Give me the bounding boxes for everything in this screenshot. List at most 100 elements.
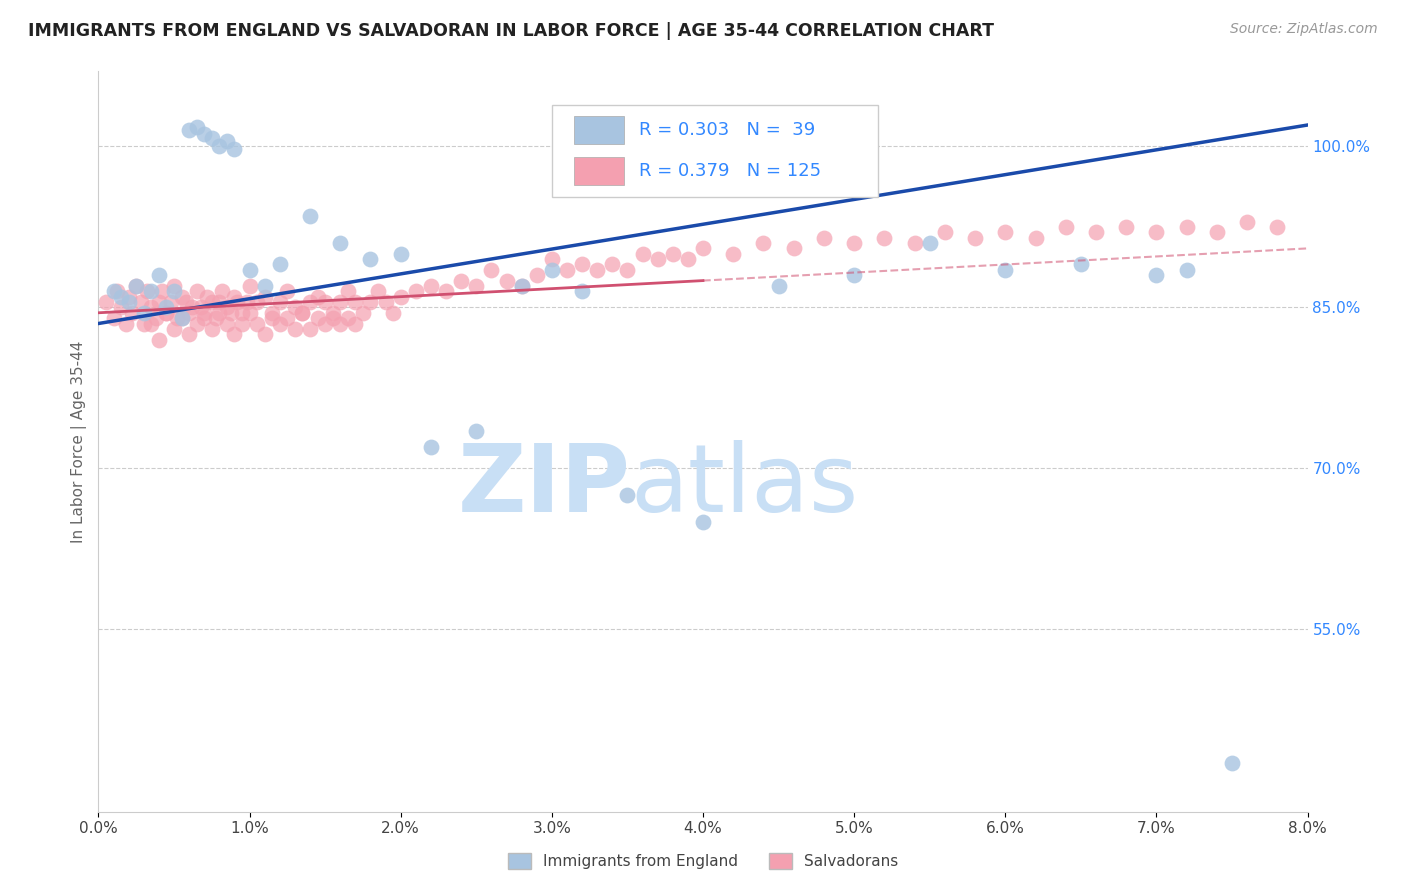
Point <box>110 301 132 315</box>
Text: atlas: atlas <box>630 440 859 532</box>
Point <box>253 327 276 342</box>
Point <box>336 285 359 299</box>
Point <box>163 285 186 299</box>
Point <box>211 285 233 299</box>
Point <box>813 230 835 244</box>
Point <box>155 301 177 315</box>
Point <box>141 285 163 299</box>
Point <box>179 327 201 342</box>
Point <box>148 333 170 347</box>
Point <box>374 295 396 310</box>
Point <box>1267 219 1289 234</box>
Point <box>114 317 136 331</box>
Point <box>170 290 193 304</box>
Point <box>141 301 163 315</box>
Point <box>125 279 148 293</box>
Point <box>150 285 173 299</box>
Point <box>1070 258 1092 272</box>
FancyBboxPatch shape <box>551 104 879 197</box>
Point <box>1206 225 1229 239</box>
Point <box>602 258 624 272</box>
Point <box>246 317 269 331</box>
Point <box>904 235 927 250</box>
Point <box>141 317 163 331</box>
Point <box>647 252 669 267</box>
Point <box>103 311 125 326</box>
Point <box>224 142 246 156</box>
Point <box>389 246 412 260</box>
Point <box>382 306 405 320</box>
Point <box>571 258 593 272</box>
Point <box>918 235 941 250</box>
Point <box>495 274 517 288</box>
Point <box>148 295 170 310</box>
Point <box>1146 268 1168 283</box>
Point <box>94 295 117 310</box>
Point <box>103 285 125 299</box>
Point <box>367 285 389 299</box>
Point <box>186 120 208 135</box>
Point <box>329 317 352 331</box>
Point <box>344 295 367 310</box>
Bar <box>574 116 624 145</box>
Point <box>181 301 204 315</box>
Point <box>616 488 638 502</box>
Point <box>276 285 298 299</box>
Point <box>201 295 224 310</box>
Point <box>155 306 177 320</box>
Text: ZIP: ZIP <box>457 440 630 532</box>
Point <box>110 290 132 304</box>
Point <box>299 295 322 310</box>
Point <box>253 290 276 304</box>
Point <box>360 252 382 267</box>
Point <box>934 225 956 239</box>
Point <box>661 246 683 260</box>
Point <box>389 290 412 304</box>
Point <box>190 301 212 315</box>
Point <box>616 263 638 277</box>
Point <box>314 295 336 310</box>
Point <box>465 424 488 438</box>
Point <box>235 295 257 310</box>
Legend: Immigrants from England, Salvadorans: Immigrants from England, Salvadorans <box>502 847 904 875</box>
Point <box>269 258 291 272</box>
Point <box>1085 225 1108 239</box>
Point <box>160 295 183 310</box>
Point <box>193 311 215 326</box>
Point <box>510 279 533 293</box>
Point <box>314 317 336 331</box>
Point <box>239 263 262 277</box>
Text: Source: ZipAtlas.com: Source: ZipAtlas.com <box>1230 22 1378 37</box>
Point <box>208 139 231 153</box>
Point <box>215 134 238 148</box>
Point <box>155 306 177 320</box>
Point <box>291 306 314 320</box>
Point <box>179 306 201 320</box>
Point <box>510 279 533 293</box>
Point <box>1175 219 1198 234</box>
Point <box>555 263 578 277</box>
Point <box>231 317 253 331</box>
Point <box>994 225 1017 239</box>
Point <box>262 306 284 320</box>
Point <box>215 317 238 331</box>
Point <box>195 290 218 304</box>
Point <box>132 317 155 331</box>
Point <box>1146 225 1168 239</box>
Point <box>201 131 224 145</box>
Point <box>1220 756 1243 771</box>
Point <box>540 252 562 267</box>
Point <box>253 279 276 293</box>
Y-axis label: In Labor Force | Age 35-44: In Labor Force | Age 35-44 <box>72 341 87 542</box>
Text: IMMIGRANTS FROM ENGLAND VS SALVADORAN IN LABOR FORCE | AGE 35-44 CORRELATION CHA: IMMIGRANTS FROM ENGLAND VS SALVADORAN IN… <box>28 22 994 40</box>
Point <box>118 290 141 304</box>
Point <box>262 311 284 326</box>
Point <box>692 515 714 529</box>
Point <box>336 311 359 326</box>
Point <box>329 295 352 310</box>
Point <box>571 285 593 299</box>
Point <box>121 306 143 320</box>
Point <box>205 311 228 326</box>
Point <box>586 263 609 277</box>
Point <box>299 322 322 336</box>
